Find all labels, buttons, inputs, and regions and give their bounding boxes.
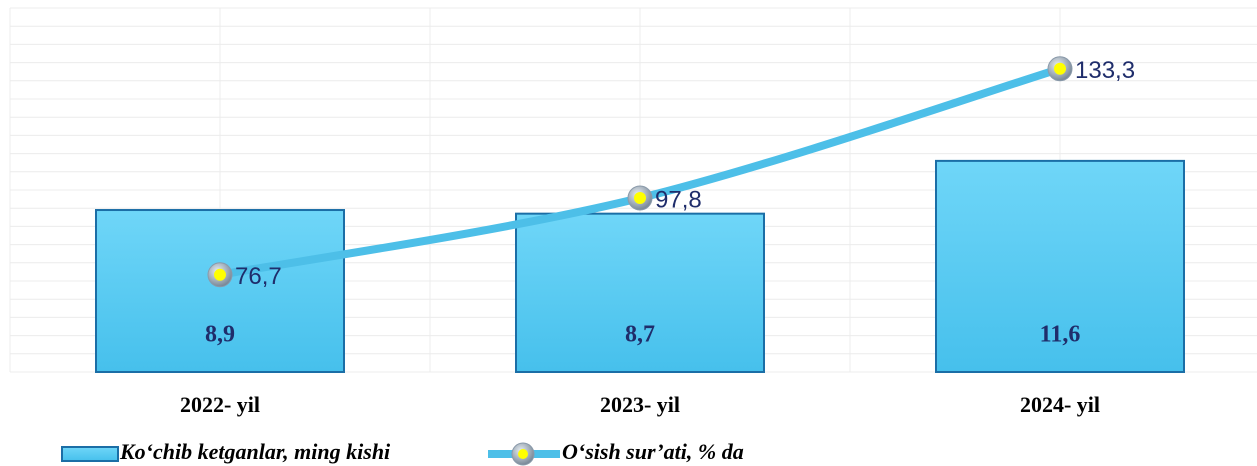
marker-core <box>1054 62 1066 75</box>
legend-label: Ko‘chib ketganlar, ming kishi <box>119 439 391 464</box>
bar-value-label: 8,7 <box>625 322 655 348</box>
bar-value-label: 11,6 <box>1040 322 1081 348</box>
bar <box>935 159 1185 373</box>
bar <box>95 209 345 373</box>
x-tick-label: 2024- yil <box>1020 392 1100 417</box>
line-marker <box>627 185 653 211</box>
bar <box>515 212 765 373</box>
marker-core <box>634 192 646 205</box>
line-value-label: 97,8 <box>655 186 702 213</box>
bar-value-label: 8,9 <box>205 322 235 348</box>
marker-core <box>214 268 226 281</box>
line-marker <box>207 262 233 288</box>
line-value-label: 76,7 <box>235 263 282 290</box>
line-marker <box>1047 56 1073 82</box>
line-value-label: 133,3 <box>1075 57 1135 84</box>
legend-label: O‘sish sur’ati, % da <box>562 439 744 464</box>
legend-marker-core <box>518 449 528 459</box>
x-tick-label: 2023- yil <box>600 392 680 417</box>
x-tick-label: 2022- yil <box>180 392 260 417</box>
legend-swatch-bar <box>61 446 119 462</box>
